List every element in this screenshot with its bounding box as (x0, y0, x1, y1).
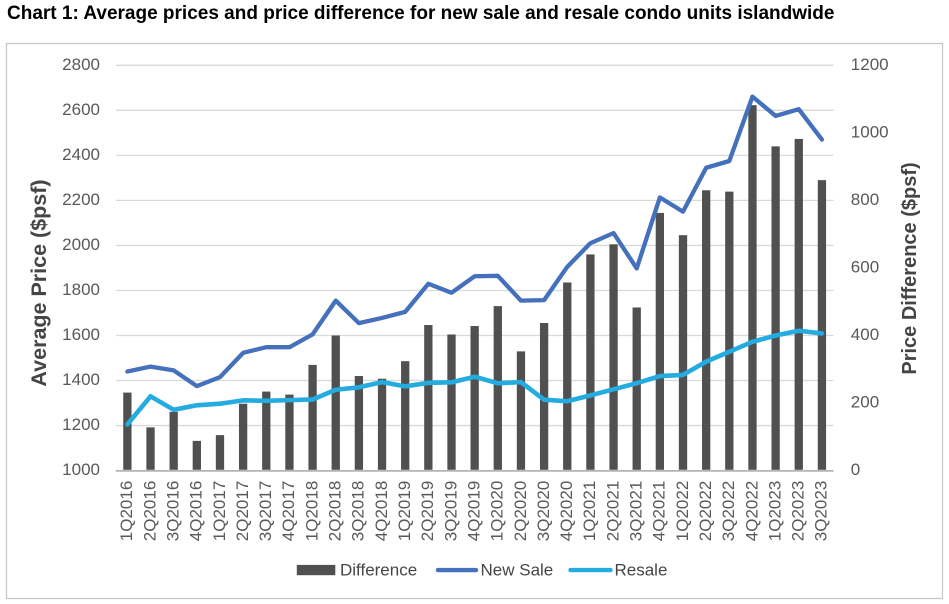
svg-text:200: 200 (851, 393, 879, 412)
svg-text:3Q2019: 3Q2019 (441, 481, 460, 542)
svg-text:2400: 2400 (62, 145, 100, 164)
svg-text:3Q2021: 3Q2021 (627, 481, 646, 542)
svg-text:1800: 1800 (62, 280, 100, 299)
svg-text:Resale: Resale (615, 561, 668, 580)
svg-text:4Q2016: 4Q2016 (187, 481, 206, 542)
svg-text:2Q2022: 2Q2022 (696, 481, 715, 542)
svg-text:4Q2018: 4Q2018 (372, 481, 391, 542)
svg-text:2Q2019: 2Q2019 (418, 481, 437, 542)
svg-text:1Q2021: 1Q2021 (580, 481, 599, 542)
svg-text:1000: 1000 (851, 122, 889, 141)
svg-text:1000: 1000 (62, 460, 100, 479)
svg-text:1Q2018: 1Q2018 (302, 481, 321, 542)
svg-text:1400: 1400 (62, 370, 100, 389)
svg-text:New Sale: New Sale (481, 561, 554, 580)
svg-text:3Q2020: 3Q2020 (534, 481, 553, 542)
svg-text:2000: 2000 (62, 235, 100, 254)
svg-text:1Q2023: 1Q2023 (765, 481, 784, 542)
svg-text:3Q2018: 3Q2018 (349, 481, 368, 542)
svg-text:1Q2020: 1Q2020 (488, 481, 507, 542)
svg-text:4Q2021: 4Q2021 (650, 481, 669, 542)
svg-text:Difference: Difference (340, 561, 417, 580)
svg-text:3Q2017: 3Q2017 (256, 481, 275, 542)
svg-text:4Q2022: 4Q2022 (742, 481, 761, 542)
svg-text:3Q2023: 3Q2023 (812, 481, 831, 542)
svg-text:3Q2016: 3Q2016 (163, 481, 182, 542)
svg-text:1Q2016: 1Q2016 (117, 481, 136, 542)
svg-text:400: 400 (851, 325, 879, 344)
svg-text:1Q2019: 1Q2019 (395, 481, 414, 542)
svg-text:1Q2022: 1Q2022 (673, 481, 692, 542)
svg-text:4Q2020: 4Q2020 (557, 481, 576, 542)
svg-text:2Q2020: 2Q2020 (511, 481, 530, 542)
svg-text:1200: 1200 (851, 55, 889, 74)
svg-text:4Q2019: 4Q2019 (464, 481, 483, 542)
svg-text:4Q2017: 4Q2017 (279, 481, 298, 542)
svg-text:3Q2022: 3Q2022 (719, 481, 738, 542)
svg-text:Price Difference ($psf): Price Difference ($psf) (899, 162, 921, 374)
svg-text:800: 800 (851, 190, 879, 209)
svg-text:1200: 1200 (62, 415, 100, 434)
svg-text:2Q2021: 2Q2021 (603, 481, 622, 542)
svg-text:2Q2023: 2Q2023 (789, 481, 808, 542)
svg-text:2Q2017: 2Q2017 (233, 481, 252, 542)
svg-text:1600: 1600 (62, 325, 100, 344)
svg-text:600: 600 (851, 258, 879, 277)
svg-text:2Q2016: 2Q2016 (140, 481, 159, 542)
svg-text:2600: 2600 (62, 100, 100, 119)
svg-text:Average Price ($psf): Average Price ($psf) (27, 179, 51, 386)
svg-text:2Q2018: 2Q2018 (326, 481, 345, 542)
svg-text:0: 0 (851, 460, 860, 479)
svg-text:2200: 2200 (62, 190, 100, 209)
svg-text:1Q2017: 1Q2017 (210, 481, 229, 542)
svg-text:2800: 2800 (62, 55, 100, 74)
